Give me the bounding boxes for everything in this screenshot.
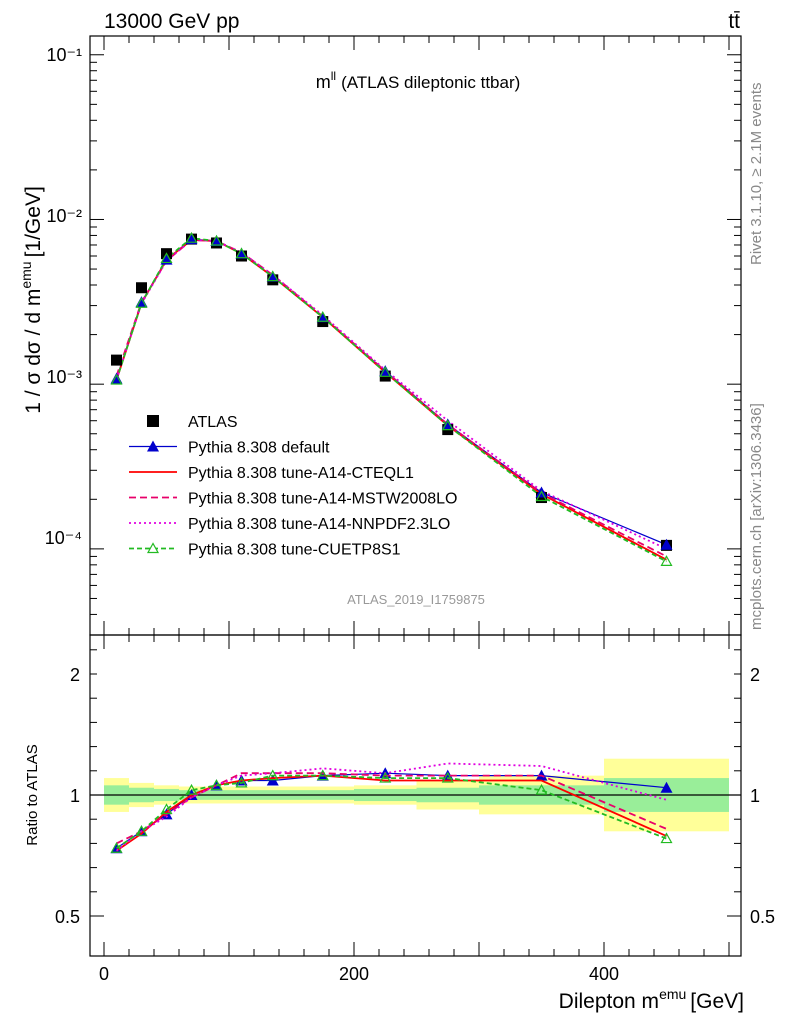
main-data-point-cuetp8s1 <box>379 366 392 377</box>
header-energy: 13000 GeV pp <box>104 10 239 33</box>
main-data-point-cuetp8s1 <box>235 247 248 259</box>
header-process: tt̄ <box>728 10 740 33</box>
ratio-data-point-cuetp8s1 <box>266 769 279 781</box>
ratio-y-axis-label: Ratio to ATLAS <box>24 744 41 845</box>
ratio-data-point-cuetp8s1 <box>535 783 548 795</box>
ratio-series-line <box>115 762 667 852</box>
ratio-data-point-cuetp8s1 <box>160 803 173 815</box>
main-data-point-cuetp8s1 <box>441 419 454 431</box>
main-series-layer <box>110 231 673 566</box>
analysis-watermark: ATLAS_2019_I1759875 <box>347 592 485 607</box>
side-label-mcplots: mcplots.cern.ch [arXiv:1306.3436] <box>748 403 765 630</box>
legend-marker-atlas <box>147 415 159 427</box>
main-y-axis-label: 1 / σ dσ / d memu[1/GeV] <box>18 186 45 414</box>
x-tick-label-200: 200 <box>339 964 369 984</box>
main-data-point-default <box>316 311 329 323</box>
ratio-bands <box>104 758 729 832</box>
legend-label: Pythia 8.308 tune-A14-NNPDF2.3LO <box>188 516 450 533</box>
side-label-rivet: Rivet 3.1.10, ≥ 2.1M events <box>748 83 765 266</box>
ratio-data-point-cuetp8s1 <box>441 771 454 783</box>
main-y-tick-label-1e-3: 10⁻³ <box>46 367 82 387</box>
main-data-point-cuetp8s1 <box>185 231 198 243</box>
main-ticks <box>90 36 741 636</box>
main-data-point-default <box>660 538 673 550</box>
main-data-point-default <box>185 233 198 245</box>
main-data-point-default <box>235 247 248 259</box>
main-panel: mll (ATLAS dileptonic ttbar) 1 / σ dσ / d… <box>18 35 742 636</box>
main-data-point-cuetp8s1 <box>110 373 123 385</box>
ratio-panel: Ratio to ATLAS 0.5 1 2 0.5 1 2 0 200 400… <box>24 634 775 1013</box>
main-y-tick-label-1e-4: 10⁻⁴ <box>45 528 82 548</box>
x-axis-label: Dilepton memu [GeV] <box>559 986 744 1013</box>
ratio-data-point-cuetp8s1 <box>210 779 223 790</box>
ratio-ticks <box>90 635 741 956</box>
ratio-data-point-cuetp8s1 <box>316 769 329 781</box>
main-data-point-cuetp8s1 <box>160 252 173 264</box>
main-data-point-cuetp8s1 <box>266 270 279 282</box>
legend-marker-open-triangle <box>146 542 160 554</box>
main-y-tick-label-1e-1: 10⁻¹ <box>46 45 82 65</box>
main-data-point-default <box>266 270 279 282</box>
x-tick-label-0: 0 <box>99 964 109 984</box>
main-series-line <box>115 239 667 550</box>
x-tick-label-400: 400 <box>589 964 619 984</box>
main-data-point-cuetp8s1 <box>535 490 548 502</box>
legend-marker-triangle <box>147 440 159 452</box>
ratio-data-point-default <box>660 781 673 793</box>
ratio-data-point-cuetp8s1 <box>110 842 123 853</box>
ratio-y-tick-label-right-0.5: 0.5 <box>750 907 775 927</box>
ratio-y-tick-label-2: 2 <box>70 665 80 685</box>
ratio-y-tick-label-0.5: 0.5 <box>55 907 80 927</box>
legend-label: ATLAS <box>188 414 238 431</box>
main-data-point-default <box>210 235 223 247</box>
main-series-line <box>115 239 667 561</box>
main-title: mll (ATLAS dileptonic ttbar) <box>316 69 521 92</box>
main-series-line <box>115 239 667 558</box>
main-data-point-atlas <box>136 282 147 294</box>
ratio-y-tick-label-right-1: 1 <box>750 786 760 806</box>
main-data-point-atlas <box>536 492 547 504</box>
legend-label: Pythia 8.308 tune-A14-MSTW2008LO <box>188 491 457 508</box>
legend-label: Pythia 8.308 tune-A14-CTEQL1 <box>188 465 414 482</box>
main-data-point-cuetp8s1 <box>210 234 223 246</box>
ratio-data-point-cuetp8s1 <box>135 825 148 836</box>
ratio-y-tick-label-right-2: 2 <box>750 665 760 685</box>
ratio-y-tick-label-1: 1 <box>70 786 80 806</box>
main-data-point-atlas <box>111 354 122 366</box>
legend-label: Pythia 8.308 tune-CUETP8S1 <box>188 542 401 559</box>
ratio-series-layer <box>110 762 673 854</box>
ratio-data-point-cuetp8s1 <box>185 783 198 795</box>
main-data-point-cuetp8s1 <box>316 310 329 322</box>
main-data-point-cuetp8s1 <box>135 297 148 308</box>
ratio-data-point-cuetp8s1 <box>235 776 248 788</box>
ratio-series-line <box>116 772 667 845</box>
main-series-line <box>115 237 667 563</box>
legend: ATLAS Pythia 8.308 default Pythia 8.308 tu… <box>129 414 457 559</box>
ratio-data-point-cuetp8s1 <box>660 832 673 844</box>
ratio-data-point-cuetp8s1 <box>379 771 392 783</box>
main-data-point-cuetp8s1 <box>660 555 673 566</box>
main-y-tick-label-1e-2: 10⁻² <box>46 206 82 226</box>
legend-label: Pythia 8.308 default <box>188 440 330 457</box>
